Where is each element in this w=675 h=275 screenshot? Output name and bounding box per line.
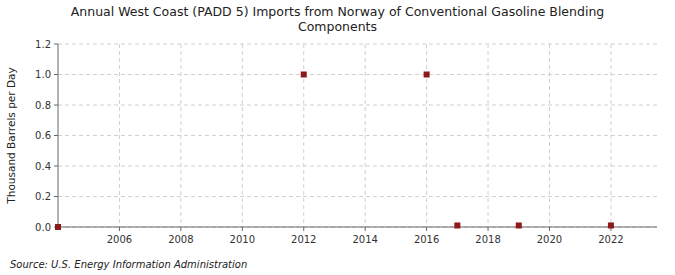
tick-mark [488, 227, 489, 231]
tick-mark [426, 227, 427, 231]
title: Annual West Coast (PADD 5) Imports from … [71, 4, 605, 34]
tick-mark [365, 227, 366, 231]
grid-line [119, 44, 120, 227]
point [454, 222, 460, 228]
tick-mark [303, 227, 304, 231]
tick-label: 1.2 [35, 39, 51, 50]
title-line: Annual West Coast (PADD 5) Imports from … [71, 4, 605, 19]
tick-label: 2016 [414, 234, 439, 245]
tick-label: 0.2 [35, 191, 51, 202]
chart: Annual West Coast (PADD 5) Imports from … [0, 0, 675, 275]
tick-label: 2020 [537, 234, 562, 245]
y-axis-label: Thousand Barrels per Day [5, 67, 17, 204]
grid-line [58, 227, 657, 228]
tick-mark [54, 135, 58, 136]
tick-mark [54, 105, 58, 106]
grid-line [58, 135, 657, 136]
tick-label: 0.6 [35, 130, 51, 141]
tick-mark [54, 196, 58, 197]
grid-line [58, 166, 657, 167]
tick-label: 2014 [352, 234, 377, 245]
point [424, 72, 430, 78]
tick-label: 0.8 [35, 100, 51, 111]
title-line: Components [298, 19, 377, 34]
tick-mark [54, 166, 58, 167]
tick-label: 2010 [230, 234, 255, 245]
grid-line [303, 44, 304, 227]
tick-mark [119, 227, 120, 231]
tick-mark [549, 227, 550, 231]
point [516, 222, 522, 228]
tick-label: 2012 [291, 234, 316, 245]
grid [58, 44, 657, 227]
grid-line [58, 196, 657, 197]
tick-label: 2022 [598, 234, 623, 245]
grid-line [365, 44, 366, 227]
chart-container: Annual West Coast (PADD 5) Imports from … [0, 0, 675, 275]
points [55, 72, 614, 231]
point [608, 222, 614, 228]
source-note: Source: U.S. Energy Information Administ… [10, 259, 247, 270]
tick-mark [180, 227, 181, 231]
grid-line [549, 44, 550, 227]
y-axis-line [58, 44, 59, 227]
x-axis-line [58, 227, 657, 228]
tick-label: 1.0 [35, 69, 51, 80]
tick-mark [54, 44, 58, 45]
tick-mark [242, 227, 243, 231]
tick-label: 2018 [475, 234, 500, 245]
grid-line [426, 44, 427, 227]
point [301, 72, 307, 78]
axes: 0.0 0.2 0.4 0.6 0.8 1.0 1.2 2006 2008 2010 2012 201… [35, 39, 657, 246]
grid-line [58, 74, 657, 75]
tick-label: 2008 [168, 234, 193, 245]
point [55, 224, 61, 230]
tick-label: 0.0 [35, 222, 51, 233]
grid-line [58, 44, 657, 45]
grid-line [610, 44, 611, 227]
tick-label: 0.4 [35, 161, 51, 172]
grid-line [242, 44, 243, 227]
grid-line [488, 44, 489, 227]
tick-label: 2006 [107, 234, 132, 245]
grid-line [180, 44, 181, 227]
tick-mark [54, 74, 58, 75]
grid-line [58, 105, 657, 106]
